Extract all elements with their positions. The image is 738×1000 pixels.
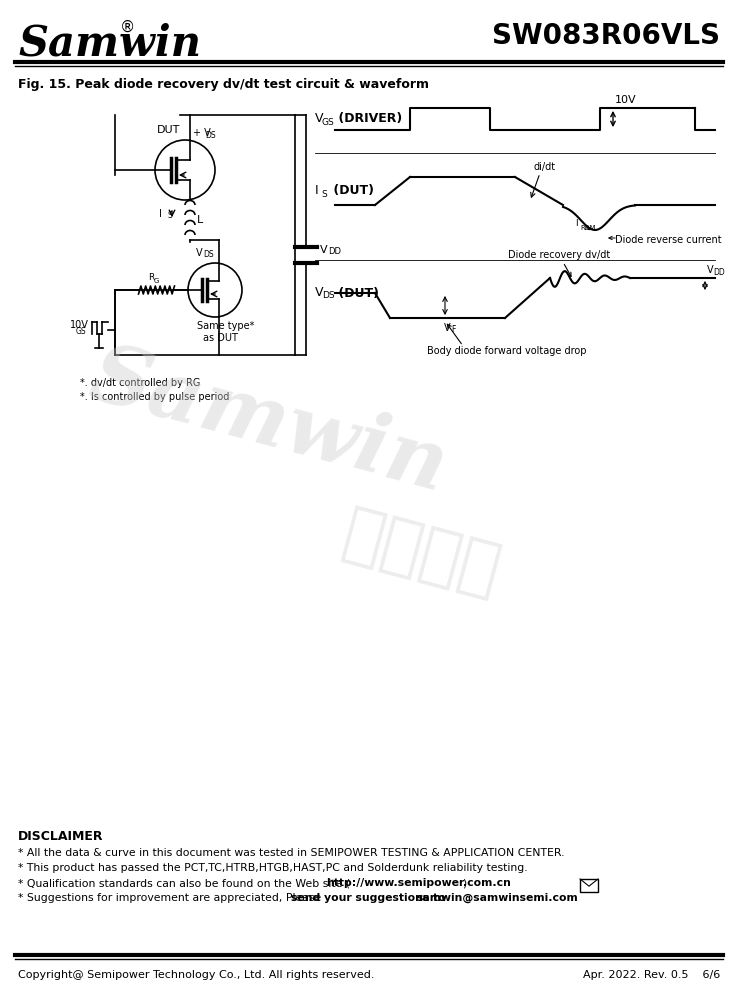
Text: S: S xyxy=(321,190,327,199)
Text: *. Is controlled by pulse period: *. Is controlled by pulse period xyxy=(80,392,230,402)
Text: V: V xyxy=(444,323,450,333)
Text: (DRIVER): (DRIVER) xyxy=(334,112,402,125)
Text: I: I xyxy=(315,184,319,197)
Text: Samwin: Samwin xyxy=(82,336,457,509)
Text: I: I xyxy=(159,209,162,219)
Text: 10V: 10V xyxy=(70,320,89,330)
Text: GS: GS xyxy=(76,327,86,336)
Text: SW083R06VLS: SW083R06VLS xyxy=(492,22,720,50)
Text: 内部保密: 内部保密 xyxy=(337,499,508,605)
Text: V: V xyxy=(707,265,714,275)
Text: V: V xyxy=(320,245,328,255)
Text: V: V xyxy=(315,286,323,300)
Text: I: I xyxy=(575,219,578,228)
FancyBboxPatch shape xyxy=(580,879,598,892)
Text: DS: DS xyxy=(203,250,213,259)
Text: DS: DS xyxy=(205,131,215,140)
Text: *. dv/dt controlled by RG: *. dv/dt controlled by RG xyxy=(80,378,201,388)
Text: G: G xyxy=(154,278,159,284)
Text: Samwin: Samwin xyxy=(18,22,201,64)
Text: V: V xyxy=(315,112,323,125)
Text: * Suggestions for improvement are appreciated, Please: * Suggestions for improvement are apprec… xyxy=(18,893,325,903)
Text: 10V: 10V xyxy=(615,95,637,105)
Text: R: R xyxy=(148,273,155,282)
Text: DISCLAIMER: DISCLAIMER xyxy=(18,830,103,843)
Text: S: S xyxy=(167,212,172,221)
Text: Apr. 2022. Rev. 0.5    6/6: Apr. 2022. Rev. 0.5 6/6 xyxy=(583,970,720,980)
Text: V: V xyxy=(196,248,203,258)
Text: di/dt: di/dt xyxy=(533,162,555,172)
Text: F: F xyxy=(451,325,455,334)
Text: as DUT: as DUT xyxy=(203,333,238,343)
Text: Copyright@ Semipower Technology Co., Ltd. All rights reserved.: Copyright@ Semipower Technology Co., Ltd… xyxy=(18,970,374,980)
Text: send your suggestions to: send your suggestions to xyxy=(291,893,449,903)
Text: http://www.semipower.com.cn: http://www.semipower.com.cn xyxy=(326,878,511,888)
Text: * Qualification standards can also be found on the Web site (: * Qualification standards can also be fo… xyxy=(18,878,350,888)
Text: DS: DS xyxy=(322,290,334,300)
Text: + V: + V xyxy=(193,128,211,138)
Text: L: L xyxy=(197,215,203,225)
Text: DUT: DUT xyxy=(157,125,180,135)
Text: ): ) xyxy=(463,878,466,888)
Text: Same type*: Same type* xyxy=(197,321,255,331)
Text: Diode recovery dv/dt: Diode recovery dv/dt xyxy=(508,250,610,260)
Text: * All the data & curve in this document was tested in SEMIPOWER TESTING & APPLIC: * All the data & curve in this document … xyxy=(18,848,565,858)
Text: DD: DD xyxy=(713,268,725,277)
Text: Diode reverse current: Diode reverse current xyxy=(615,235,722,245)
Text: (DUT): (DUT) xyxy=(334,286,379,300)
Text: samwin@samwinsemi.com: samwin@samwinsemi.com xyxy=(417,893,579,903)
Text: Fig. 15. Peak diode recovery dv/dt test circuit & waveform: Fig. 15. Peak diode recovery dv/dt test … xyxy=(18,78,429,91)
Text: GS: GS xyxy=(322,118,335,127)
Text: (DUT): (DUT) xyxy=(329,184,374,197)
Text: * This product has passed the PCT,TC,HTRB,HTGB,HAST,PC and Solderdunk reliabilit: * This product has passed the PCT,TC,HTR… xyxy=(18,863,528,873)
Text: ®: ® xyxy=(120,20,135,35)
Text: DD: DD xyxy=(328,247,341,256)
Text: RRM: RRM xyxy=(580,225,596,231)
Text: Body diode forward voltage drop: Body diode forward voltage drop xyxy=(427,346,587,356)
